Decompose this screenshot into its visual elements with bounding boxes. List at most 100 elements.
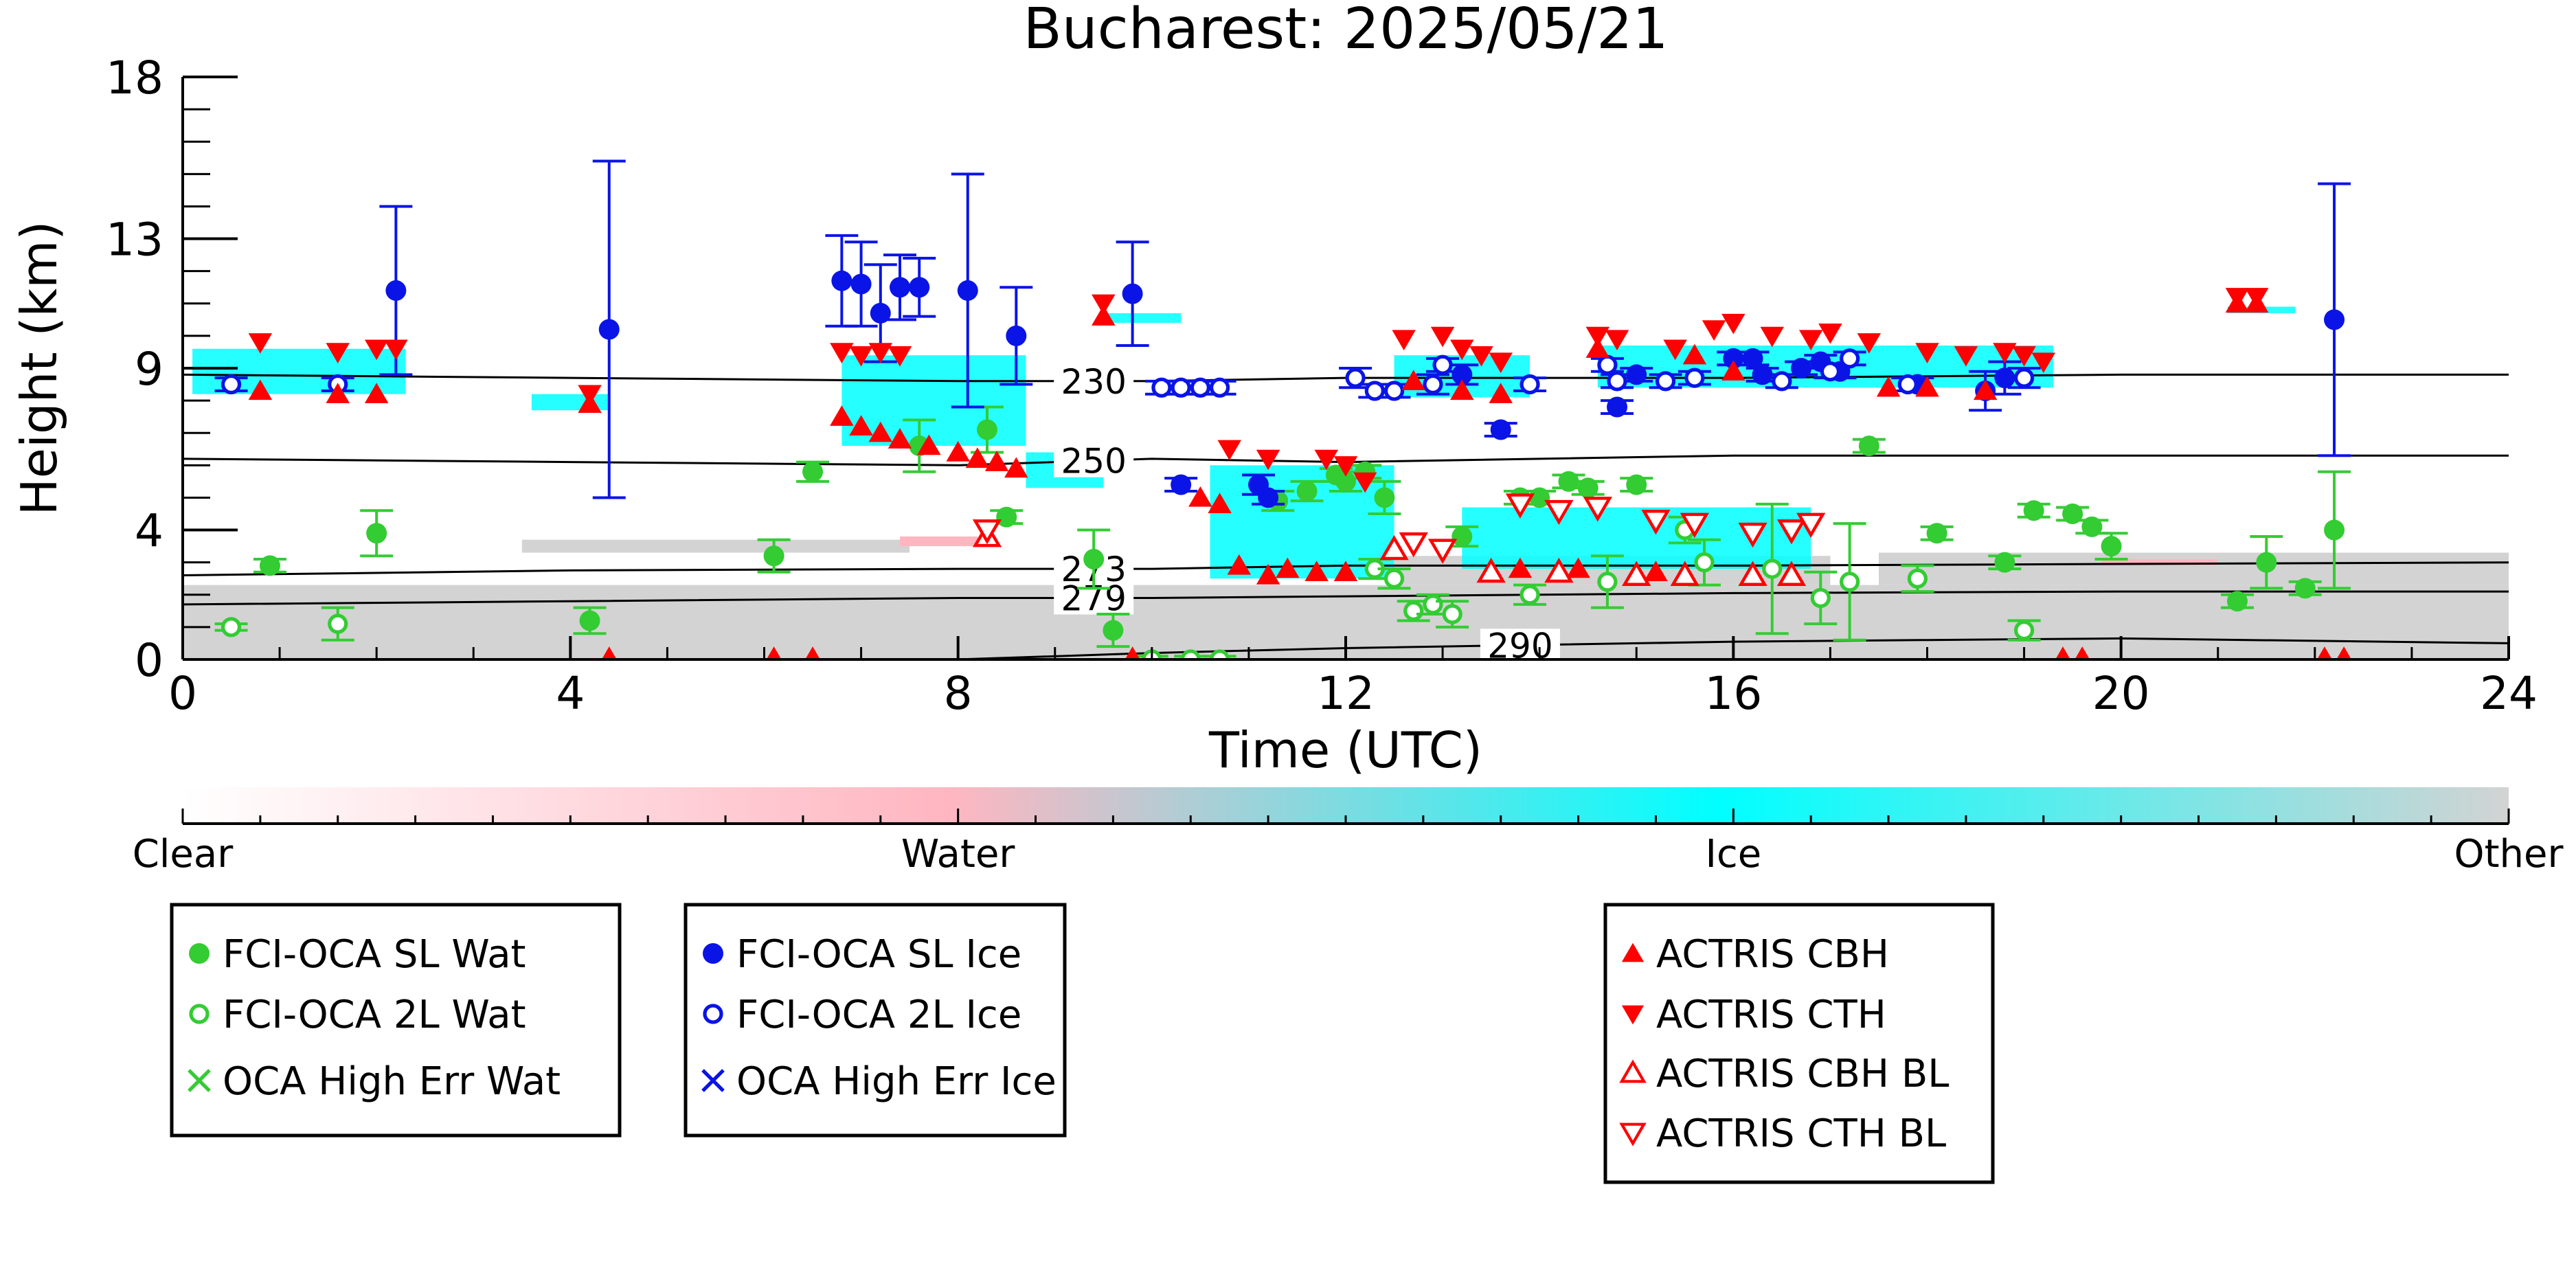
data-point <box>1820 361 1841 382</box>
data-point <box>888 346 912 367</box>
legend-label: ACTRIS CTH <box>1656 993 1886 1037</box>
y-tick-label: 9 <box>135 343 163 396</box>
contour-line-250 <box>182 454 2509 466</box>
data-point <box>1798 330 1823 351</box>
series-fci-oca-sl-ice <box>379 159 2351 508</box>
legend-box-1: FCI-OCA SL Wat FCI-OCA 2L Wat OCA High Err… <box>170 903 622 1138</box>
data-point <box>1489 352 1513 374</box>
data-point <box>831 270 852 291</box>
data-point <box>1626 364 1647 385</box>
data-point <box>1227 554 1252 575</box>
y-tick-label: 0 <box>135 634 163 687</box>
data-point <box>1663 339 1687 361</box>
data-point <box>384 339 408 361</box>
legend-marker <box>1621 1005 1645 1025</box>
legend: FCI-OCA SL Wat FCI-OCA 2L Wat OCA High Err… <box>170 903 1995 1184</box>
data-point <box>1190 377 1210 398</box>
data-point <box>1276 557 1300 578</box>
data-point <box>1450 379 1474 400</box>
data-point <box>868 343 893 363</box>
data-point <box>1577 477 1598 499</box>
data-point <box>850 273 872 295</box>
data-point <box>1760 326 1785 348</box>
data-point <box>763 545 784 567</box>
data-point <box>1585 337 1610 358</box>
data-point <box>1432 354 1453 375</box>
data-point <box>1597 354 1618 375</box>
data-point <box>2225 288 2250 308</box>
legend-marker <box>703 943 723 964</box>
data-point <box>2013 620 2035 641</box>
data-point <box>1180 649 1201 659</box>
legend-label: OCA High Err Ice <box>736 1059 1057 1104</box>
contour-line-279 <box>182 590 2509 606</box>
data-point <box>965 447 990 468</box>
data-point <box>1926 523 1947 544</box>
data-point <box>1605 330 1629 351</box>
data-point <box>1451 364 1473 385</box>
legend-marker <box>1621 942 1645 962</box>
data-point <box>1973 379 1998 400</box>
data-point <box>2013 368 2035 388</box>
data-point <box>1684 368 1705 388</box>
data-point <box>1092 305 1116 326</box>
data-point <box>1597 572 1618 592</box>
data-point <box>221 374 242 395</box>
plot-axes: Time (UTC) Height (km) 0 4 8 12 16 20 24 0 4 9 13 1… <box>10 52 2538 779</box>
data-point <box>578 385 602 406</box>
data-point <box>579 610 600 631</box>
data-point <box>1558 471 1579 492</box>
legend-marker <box>1619 1122 1647 1146</box>
data-point <box>1682 343 1707 365</box>
mask-region-other <box>521 539 910 553</box>
series-actris-cbh <box>248 292 2352 659</box>
y-tick-label: 4 <box>135 505 163 558</box>
data-point <box>2226 591 2248 612</box>
data-point <box>1566 557 1590 578</box>
data-point <box>221 617 242 637</box>
data-point <box>1258 487 1279 508</box>
data-point <box>1490 419 1511 440</box>
data-point <box>1392 330 1416 351</box>
y-axis-label: Height (km) <box>10 221 68 516</box>
data-point <box>849 346 873 367</box>
data-point <box>868 421 893 442</box>
data-point <box>1122 283 1143 304</box>
data-point <box>1333 561 1358 581</box>
data-point <box>1993 343 2017 363</box>
data-point <box>248 379 273 400</box>
data-point <box>1399 532 1428 558</box>
data-point <box>326 343 350 363</box>
data-point <box>984 451 1009 471</box>
data-point <box>2023 500 2044 521</box>
mask-region-water <box>2101 558 2218 566</box>
data-point <box>1401 370 1426 391</box>
x-tick-label: 16 <box>1704 667 1762 720</box>
data-point <box>917 434 941 455</box>
colorbar-label: Ice <box>1705 832 1761 877</box>
data-point <box>1772 371 1792 392</box>
data-point <box>1622 561 1651 586</box>
data-point <box>1450 339 1474 361</box>
legend-label: ACTRIS CTH BL <box>1656 1111 1946 1156</box>
data-point <box>1335 471 1356 492</box>
data-point <box>1752 364 1773 385</box>
data-point <box>830 343 854 363</box>
data-point <box>1505 493 1535 519</box>
chart-title: Bucharest: 2025/05/21 <box>1023 0 1668 62</box>
mask-region-other <box>1878 552 2509 585</box>
legend-label: FCI-OCA 2L Wat <box>223 993 526 1037</box>
data-point <box>766 646 782 659</box>
data-point <box>1702 320 1726 341</box>
data-point <box>1379 534 1409 561</box>
data-point <box>1519 374 1540 395</box>
data-point <box>1994 368 2015 389</box>
data-point <box>1430 326 1455 348</box>
data-point <box>1607 396 1628 418</box>
data-point <box>1907 568 1928 589</box>
colorbar-label: Water <box>901 832 1016 877</box>
data-point <box>1796 512 1826 539</box>
data-point <box>1626 474 1647 495</box>
data-point <box>1383 381 1405 401</box>
colorbar: Clear Water Ice Other <box>133 787 2564 877</box>
